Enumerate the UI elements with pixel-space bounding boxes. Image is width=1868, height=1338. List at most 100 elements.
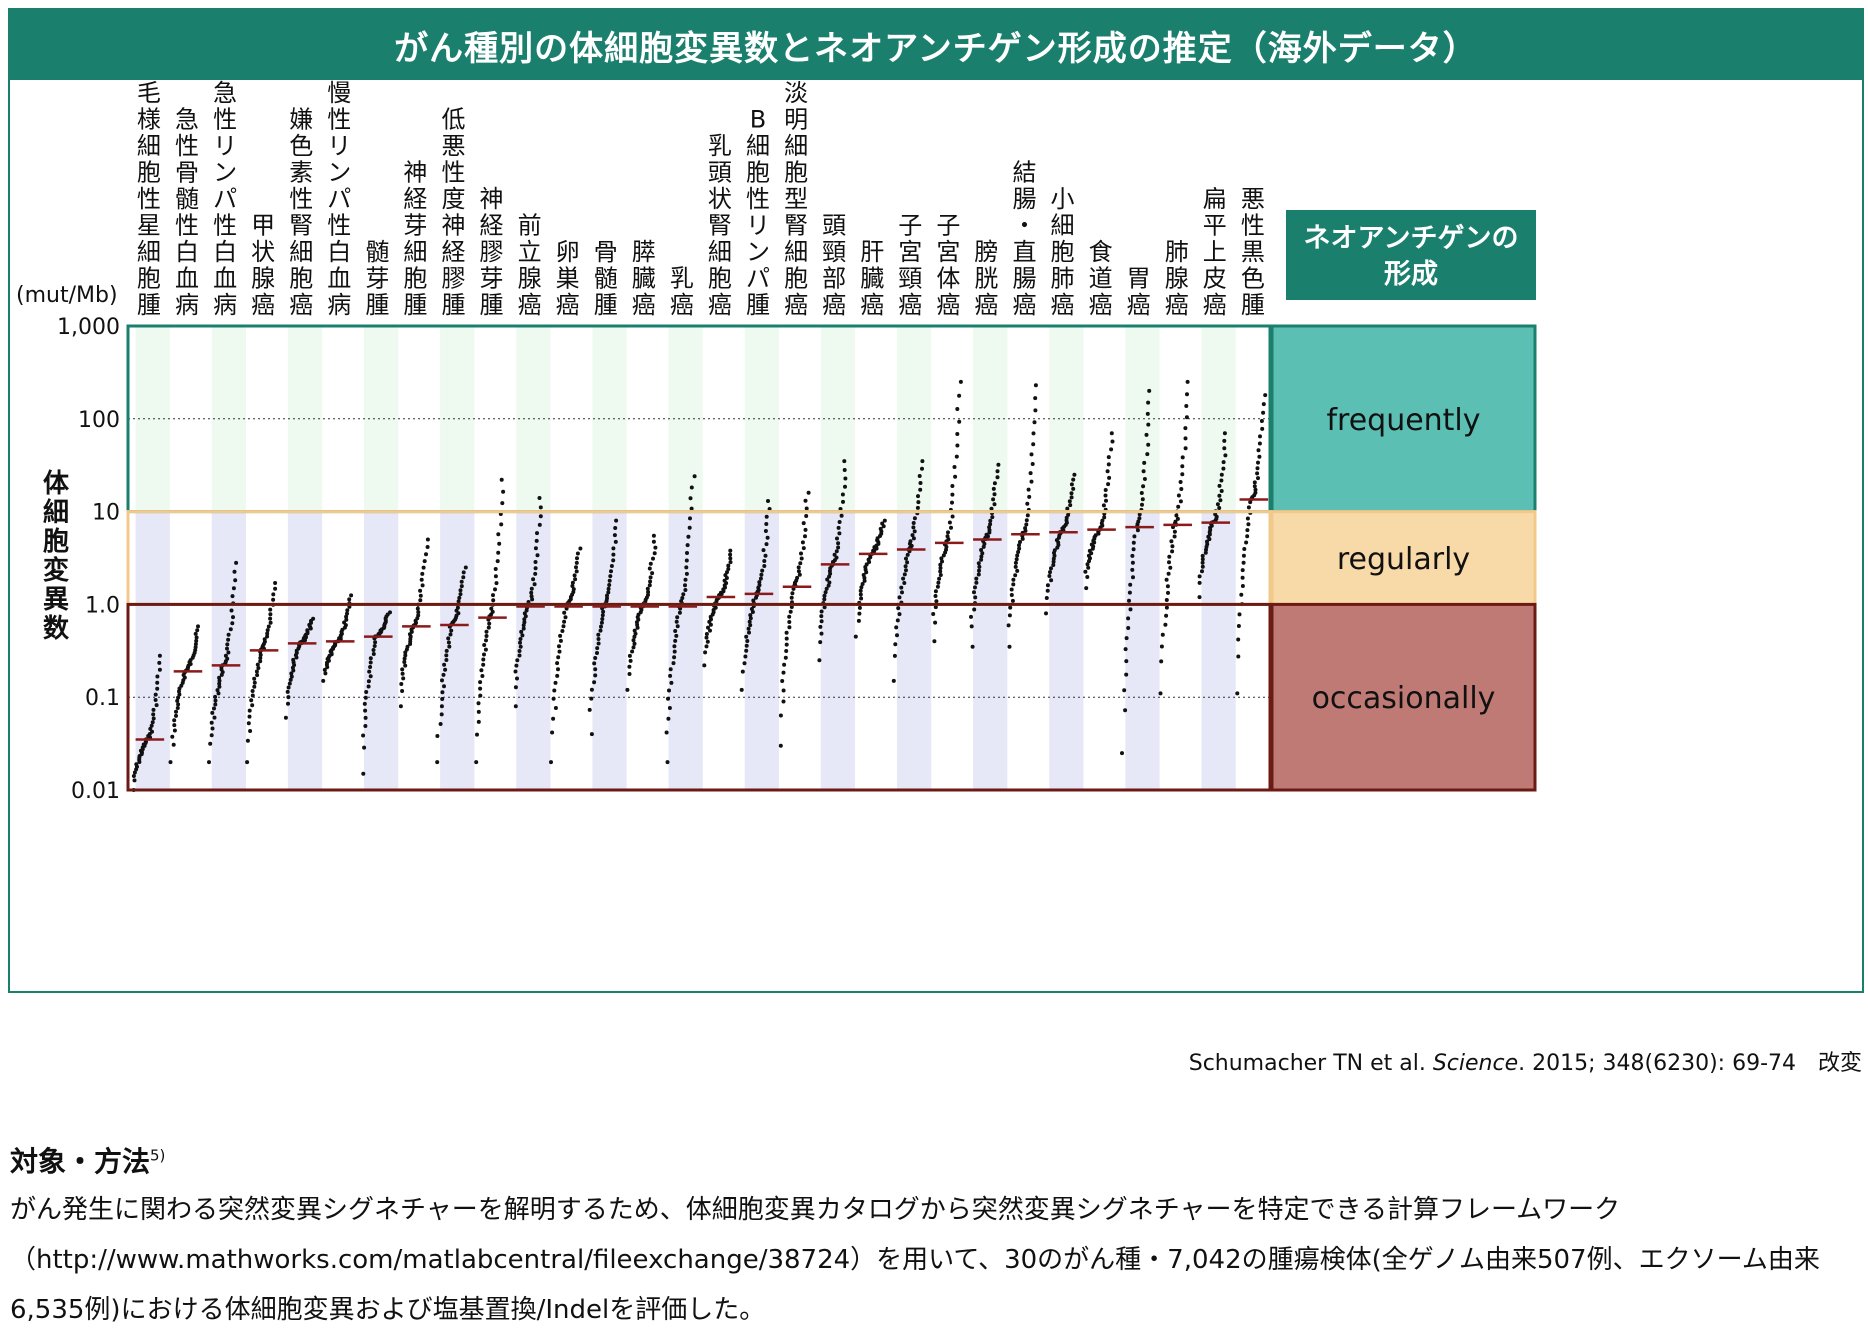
category-label-char: 細: [403, 238, 427, 266]
legend-label: frequently: [1326, 403, 1480, 438]
data-point: [613, 539, 618, 544]
data-point: [1140, 502, 1144, 507]
data-point: [589, 732, 594, 737]
data-point: [688, 516, 692, 521]
data-point: [151, 712, 156, 717]
data-point: [904, 556, 908, 561]
y-axis-label-char: 細: [43, 498, 69, 528]
data-point: [669, 680, 674, 685]
data-point: [157, 660, 162, 665]
data-point: [834, 555, 839, 560]
data-point: [446, 636, 451, 641]
data-point: [481, 657, 486, 662]
data-point: [991, 486, 996, 491]
data-point: [836, 525, 841, 530]
data-point: [148, 726, 153, 731]
data-point: [1241, 560, 1246, 565]
data-point: [953, 474, 958, 479]
data-point: [651, 556, 655, 561]
data-point: [684, 571, 689, 576]
data-point: [1255, 471, 1260, 476]
data-point: [766, 499, 770, 503]
column-stripe: [744, 511, 779, 605]
category-label-char: 黒: [1241, 238, 1265, 266]
data-point: [1172, 534, 1177, 539]
category-label-char: 性: [327, 106, 351, 134]
category-label-char: リ: [213, 132, 237, 160]
data-point: [247, 714, 252, 719]
data-point: [862, 578, 867, 583]
citation-rest: . 2015; 348(6230): 69-74 改変: [1518, 1051, 1862, 1076]
data-point: [1013, 564, 1018, 569]
column-stripe: [440, 511, 475, 605]
category-label-char: 膠: [441, 265, 465, 293]
data-point: [344, 614, 349, 619]
data-point: [223, 653, 228, 658]
data-point: [648, 561, 653, 566]
data-point: [268, 607, 273, 612]
y-tick-label: 100: [78, 408, 120, 433]
category-label-char: 性: [289, 185, 313, 213]
category-label-char: 細: [708, 238, 732, 266]
data-point: [832, 552, 837, 557]
data-point: [1137, 512, 1142, 517]
data-point: [1045, 583, 1050, 588]
data-point: [515, 658, 520, 663]
data-point: [762, 559, 767, 563]
category-label-char: 腸: [1012, 265, 1036, 293]
data-point: [362, 701, 367, 706]
data-point: [938, 573, 943, 577]
category-label-char: 細: [137, 238, 161, 266]
category-label-char: 性: [327, 212, 351, 240]
data-point: [651, 539, 656, 544]
data-point: [155, 674, 160, 679]
data-point: [368, 660, 373, 665]
data-point: [778, 743, 783, 748]
data-point: [1252, 480, 1257, 485]
data-point: [972, 607, 977, 612]
data-point: [1049, 566, 1053, 571]
data-point: [1205, 539, 1209, 544]
data-point: [728, 548, 733, 553]
data-point: [1236, 624, 1241, 628]
data-point: [681, 592, 686, 597]
category-label-char: 宮: [936, 238, 960, 266]
data-point: [1222, 431, 1227, 436]
data-point: [627, 664, 632, 669]
data-point: [415, 606, 420, 611]
data-point: [589, 687, 594, 692]
data-point: [1126, 626, 1131, 630]
category-label-char: 胞: [289, 265, 313, 293]
data-point: [1239, 592, 1244, 597]
data-point: [478, 680, 483, 685]
category-label-char: 腫: [403, 291, 427, 319]
data-point: [742, 661, 747, 666]
data-point: [938, 566, 943, 570]
category-label-char: 血: [213, 265, 237, 293]
data-point: [607, 578, 612, 583]
data-point: [689, 485, 694, 490]
legend-box: [1270, 602, 1537, 792]
category-label-char: 細: [137, 132, 161, 160]
data-point: [570, 584, 575, 588]
data-point: [763, 529, 768, 533]
data-point: [671, 661, 676, 666]
data-point: [285, 689, 290, 694]
data-point: [857, 605, 862, 610]
data-point: [213, 698, 218, 703]
category-label-char: 子: [898, 212, 922, 240]
data-point: [911, 525, 916, 530]
category-label-char: 悪: [441, 132, 465, 160]
data-point: [400, 689, 405, 693]
data-point: [628, 658, 633, 663]
data-point: [448, 632, 453, 637]
data-point: [207, 760, 211, 765]
category-label-char: 胞: [746, 159, 770, 187]
data-point: [368, 665, 373, 669]
legend-header-line: ネオアンチゲンの: [1304, 223, 1519, 254]
data-point: [784, 642, 789, 647]
data-point: [1180, 464, 1185, 469]
data-point: [954, 454, 959, 459]
data-point: [987, 525, 992, 530]
data-point: [247, 708, 252, 713]
